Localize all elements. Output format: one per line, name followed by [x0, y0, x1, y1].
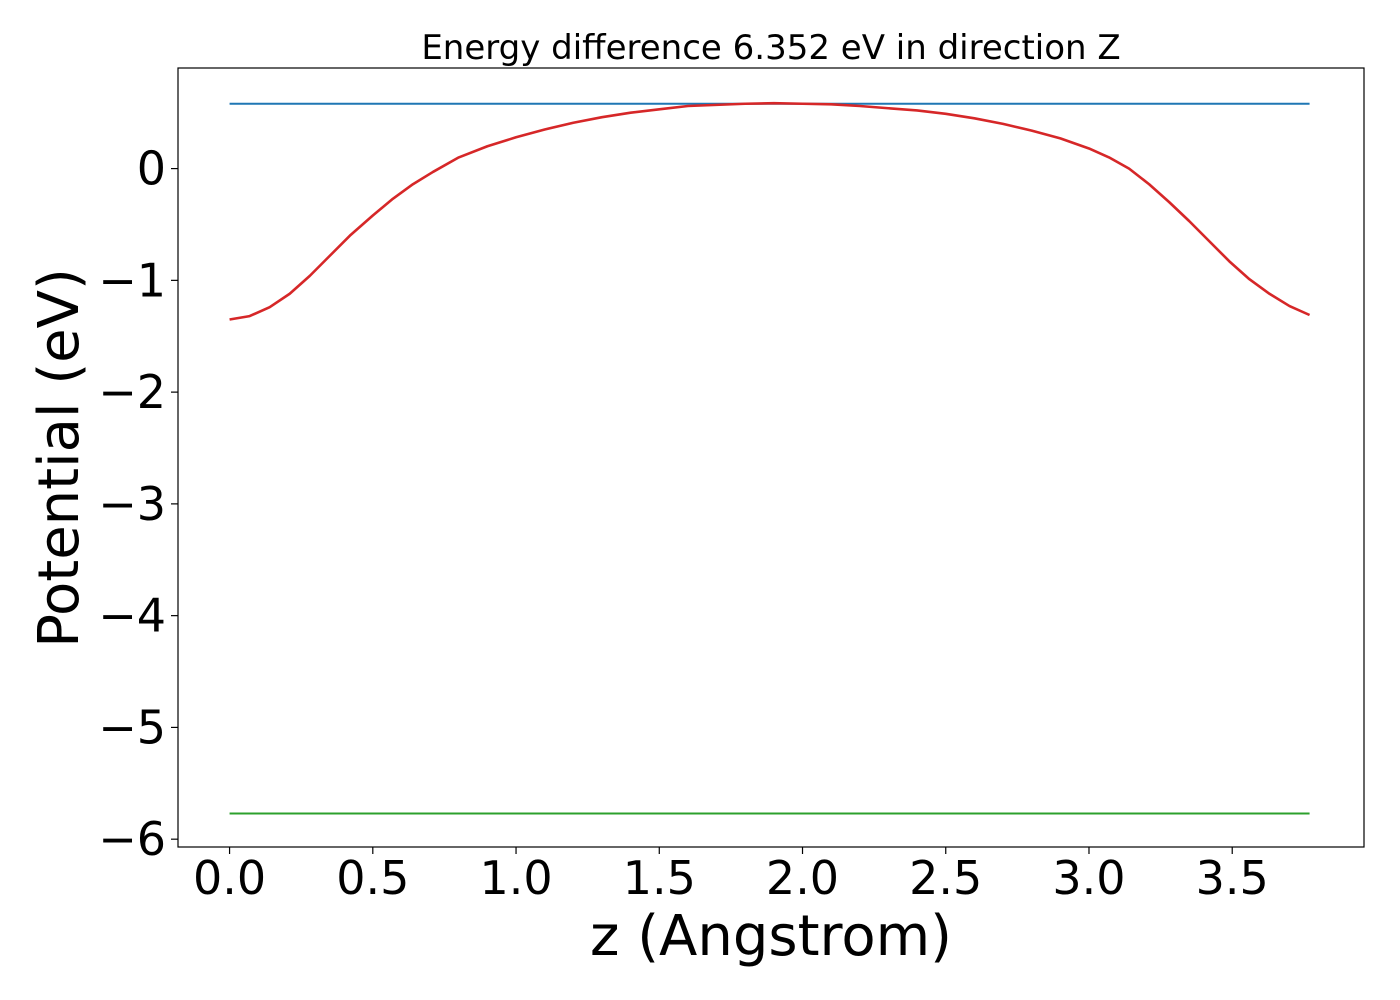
x-tick-label: 1.0	[479, 851, 552, 905]
plot-area	[178, 68, 1364, 847]
x-tick-label: 3.0	[1052, 851, 1125, 905]
x-tick-label: 2.5	[909, 851, 982, 905]
x-axis-ticks: 0.0 0.5 1.0 1.5 2.0 2.5 3.0 3.5	[193, 847, 1269, 905]
x-tick-label: 3.5	[1196, 851, 1269, 905]
x-tick-label: 0.5	[336, 851, 409, 905]
y-tick-label: −6	[98, 812, 166, 866]
x-tick-label: 2.0	[766, 851, 839, 905]
y-axis-label: Potential (eV)	[27, 268, 92, 648]
x-tick-label: 0.0	[193, 851, 266, 905]
y-tick-label: 0	[137, 142, 166, 196]
y-tick-label: −3	[98, 477, 166, 531]
plot-frame	[177, 67, 1365, 848]
y-tick-label: −1	[98, 253, 166, 307]
series-layer	[229, 101, 1311, 815]
y-tick-label: −5	[98, 700, 166, 754]
x-tick-label: 1.5	[623, 851, 696, 905]
chart-title: Energy difference 6.352 eV in direction …	[421, 28, 1120, 68]
y-tick-label: −4	[98, 589, 166, 643]
y-axis-ticks: 0 −1 −2 −3 −4 −5 −6	[98, 142, 178, 866]
series-line-1	[229, 101, 1311, 321]
x-axis-label: z (Angstrom)	[590, 904, 952, 969]
y-tick-label: −2	[98, 365, 166, 419]
